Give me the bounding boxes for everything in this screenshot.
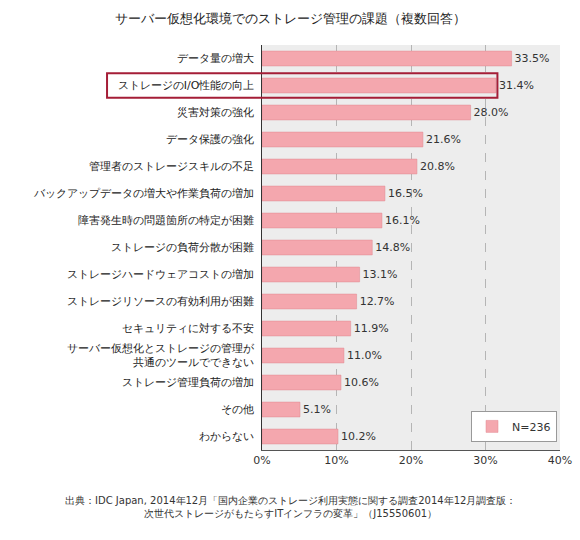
svg-text:バックアップデータの増大や作業負荷の増加: バックアップデータの増大や作業負荷の増加 [33,187,254,200]
svg-text:管理者のストレージスキルの不足: 管理者のストレージスキルの不足 [89,160,254,173]
svg-text:20.8%: 20.8% [420,160,455,173]
svg-text:データ保護の強化: データ保護の強化 [166,133,254,146]
svg-text:その他: その他 [221,403,254,416]
svg-text:出典：IDC Japan, 2014年12月「国内企業のスト: 出典：IDC Japan, 2014年12月「国内企業のストレージ利用実態に関す… [65,495,516,519]
svg-text:21.6%: 21.6% [426,133,461,146]
svg-text:20%: 20% [399,454,423,467]
svg-text:ストレージの負荷分散が困難: ストレージの負荷分散が困難 [111,241,254,254]
svg-text:セキュリティに対する不安: セキュリティに対する不安 [122,322,254,335]
svg-text:10.6%: 10.6% [344,376,379,389]
svg-text:14.8%: 14.8% [375,241,410,254]
svg-text:30%: 30% [473,454,497,467]
svg-text:わからない: わからない [199,430,254,443]
svg-text:サーバー仮想化とストレージの管理が共通のツールでできない: サーバー仮想化とストレージの管理が共通のツールでできない [67,342,255,369]
svg-text:10.2%: 10.2% [341,430,376,443]
svg-text:28.0%: 28.0% [474,106,509,119]
svg-text:障害発生時の問題箇所の特定が困難: 障害発生時の問題箇所の特定が困難 [78,214,254,227]
svg-text:ストレージ管理負荷の増加: ストレージ管理負荷の増加 [122,376,254,389]
svg-text:11.0%: 11.0% [347,349,382,362]
svg-text:ストレージハードウェアコストの増加: ストレージハードウェアコストの増加 [67,268,254,281]
svg-text:31.4%: 31.4% [499,79,534,92]
svg-text:ストレージリソースの有効利用が困難: ストレージリソースの有効利用が困難 [67,295,254,308]
svg-text:0%: 0% [253,454,270,467]
svg-text:10%: 10% [324,454,348,467]
svg-text:13.1%: 13.1% [363,268,398,281]
svg-text:サーバー仮想化環境でのストレージ管理の課題（複数回答）: サーバー仮想化環境でのストレージ管理の課題（複数回答） [115,11,466,26]
svg-text:33.5%: 33.5% [515,52,550,65]
svg-text:データ量の増大: データ量の増大 [177,52,254,65]
svg-text:N=236: N=236 [512,421,550,434]
svg-text:5.1%: 5.1% [303,403,331,416]
svg-text:12.7%: 12.7% [360,295,395,308]
svg-text:11.9%: 11.9% [354,322,389,335]
svg-text:40%: 40% [548,454,572,467]
svg-text:ストレージのI/O性能の向上: ストレージのI/O性能の向上 [118,79,255,92]
svg-text:16.1%: 16.1% [385,214,420,227]
svg-text:16.5%: 16.5% [388,187,423,200]
svg-text:災害対策の強化: 災害対策の強化 [177,106,254,119]
